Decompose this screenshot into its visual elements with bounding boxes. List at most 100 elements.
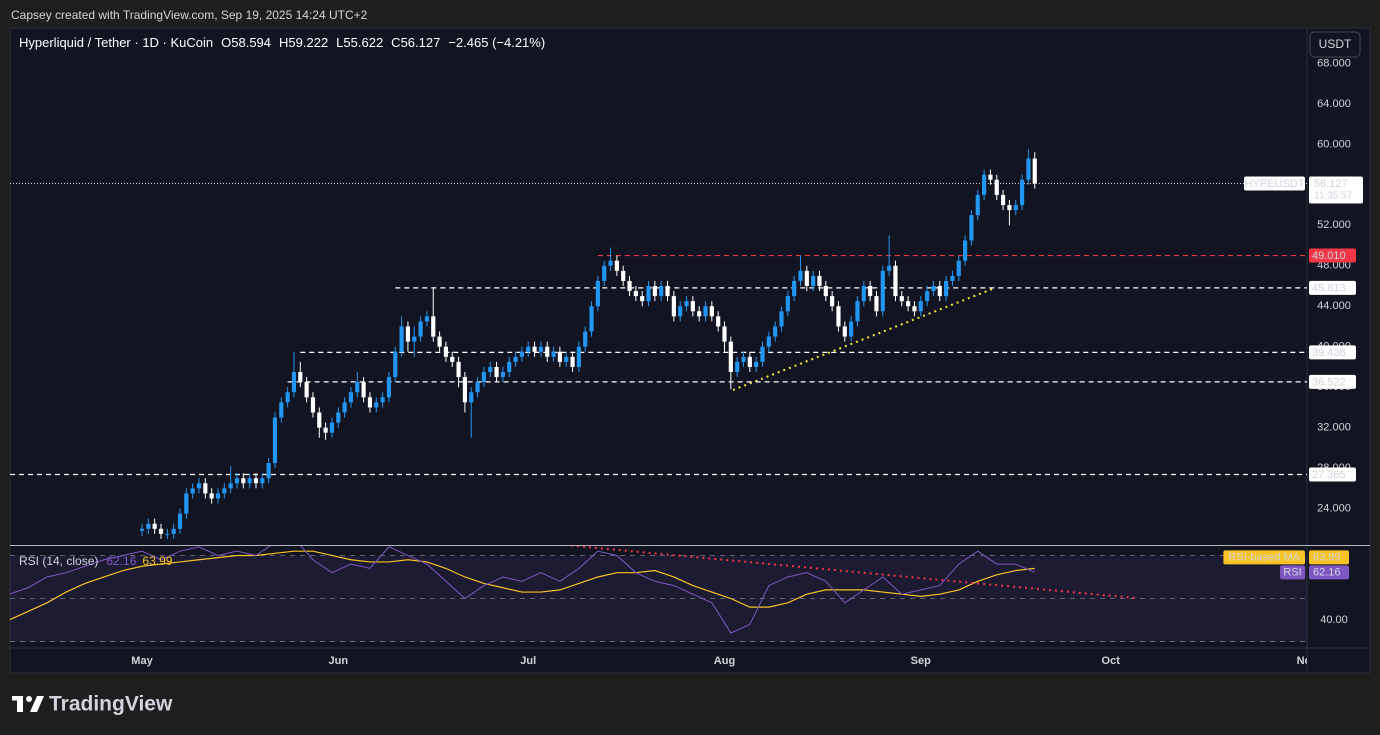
candle-body	[937, 285, 942, 297]
candle-body	[899, 296, 904, 302]
ohlc-value: 58.594	[231, 35, 271, 50]
axes: 24.00028.00032.00036.00040.00044.00048.0…	[1223, 57, 1363, 626]
candle-body	[564, 356, 569, 362]
x-tick-label: Oct	[1102, 655, 1121, 667]
rsi-line	[10, 546, 1035, 634]
candle-body	[469, 392, 474, 403]
title: Hyperliquid / Tether · 1D · KuCoin	[19, 35, 213, 50]
candle-body	[285, 392, 290, 403]
candle-body	[291, 371, 297, 393]
y-tick-label: 48.000	[1317, 260, 1351, 272]
symbol-tag-label: HYPEUSDT	[1245, 178, 1305, 190]
candle-body	[747, 356, 752, 367]
candle-body	[386, 377, 392, 398]
level-tag-label: 27.365	[1312, 469, 1346, 481]
x-tick-label: Jun	[329, 655, 349, 667]
candle-body	[589, 306, 594, 332]
candle-body	[709, 306, 714, 317]
candle-body	[1013, 205, 1018, 211]
currency-button[interactable]	[1309, 31, 1361, 58]
legend-tag	[1223, 550, 1305, 565]
level-tag-label: 36.522	[1312, 376, 1346, 388]
ohlc-key: C	[391, 35, 400, 50]
level-tag-label: 49.010	[1312, 250, 1346, 262]
candle-body	[323, 427, 328, 433]
y-tick-label: 44.000	[1317, 300, 1351, 312]
price-tag	[1309, 176, 1363, 204]
candle-body	[209, 493, 214, 499]
candle-body	[215, 493, 221, 499]
candle-body	[488, 366, 493, 372]
candle-body	[646, 285, 651, 302]
rsi-tick-label: 40.00	[1320, 614, 1348, 626]
currency-label[interactable]: USDT	[1319, 37, 1352, 51]
candle-body	[570, 356, 575, 367]
rsi-pane	[10, 546, 1307, 642]
candle-body	[716, 316, 721, 327]
candle-body	[640, 296, 645, 302]
candle-body	[754, 361, 759, 367]
candle-body	[513, 356, 518, 362]
candle-body	[627, 280, 632, 292]
candle-body	[893, 265, 898, 297]
y-tick-label: 60.000	[1317, 138, 1351, 150]
logo-part	[26, 696, 32, 702]
y-tick-label: 52.000	[1317, 219, 1351, 231]
candle-body	[500, 371, 505, 378]
candle-body	[836, 306, 841, 327]
candle-body	[222, 488, 227, 494]
ma-value: 63.99	[142, 554, 172, 568]
candle-body	[766, 336, 771, 347]
candle-body	[393, 351, 398, 378]
candle-body	[253, 478, 259, 484]
ohlc-key: H	[279, 35, 288, 50]
level-tag	[1309, 280, 1356, 295]
candle-body	[982, 174, 987, 195]
candle-body	[1026, 158, 1031, 180]
x-tick-label: Nov	[1297, 655, 1319, 667]
created-by: Capsey created with TradingView.com, Sep…	[11, 8, 368, 22]
rsi-legend: RSI (14, close) 62.16 63.99	[19, 554, 173, 568]
candle-body	[659, 285, 664, 297]
time-axis: May Jun Jul Aug Sep Oct Nov	[131, 655, 1319, 667]
candle-body	[266, 463, 271, 479]
candle-body	[1007, 205, 1012, 211]
candle-body	[779, 311, 784, 327]
candle-body	[595, 280, 600, 307]
candle-body	[741, 356, 746, 362]
candle-body	[450, 356, 455, 362]
level-tag	[1309, 248, 1356, 263]
candle-body	[868, 285, 873, 297]
candle-body	[602, 265, 607, 281]
candle-body	[994, 179, 999, 195]
candle-body	[880, 270, 885, 312]
candle-body	[785, 296, 790, 312]
candle-body	[944, 280, 949, 297]
candle-body	[722, 326, 727, 342]
candle-body	[342, 402, 347, 413]
candle-body	[405, 326, 411, 342]
brand: TradingView	[49, 693, 173, 716]
candle-body	[551, 351, 556, 357]
y-tick-label: 68.000	[1317, 57, 1351, 69]
main-pane	[10, 149, 1307, 539]
candle-body	[361, 382, 366, 398]
candle-body	[621, 270, 626, 281]
candle-body	[431, 316, 436, 337]
candle-body	[912, 306, 917, 312]
candle-body	[228, 483, 233, 489]
candle-body	[279, 402, 284, 418]
symbol-tag	[1244, 176, 1305, 191]
candle-body	[811, 275, 816, 286]
candle-body	[380, 397, 385, 403]
candle-body	[703, 306, 708, 317]
candle-body	[849, 321, 854, 337]
candle-body	[557, 351, 562, 362]
candle-body	[1001, 194, 1006, 206]
candle-body	[177, 513, 183, 529]
rsi-value: 62.16	[106, 554, 136, 568]
candle-body	[507, 361, 512, 372]
candle-body	[171, 528, 176, 534]
